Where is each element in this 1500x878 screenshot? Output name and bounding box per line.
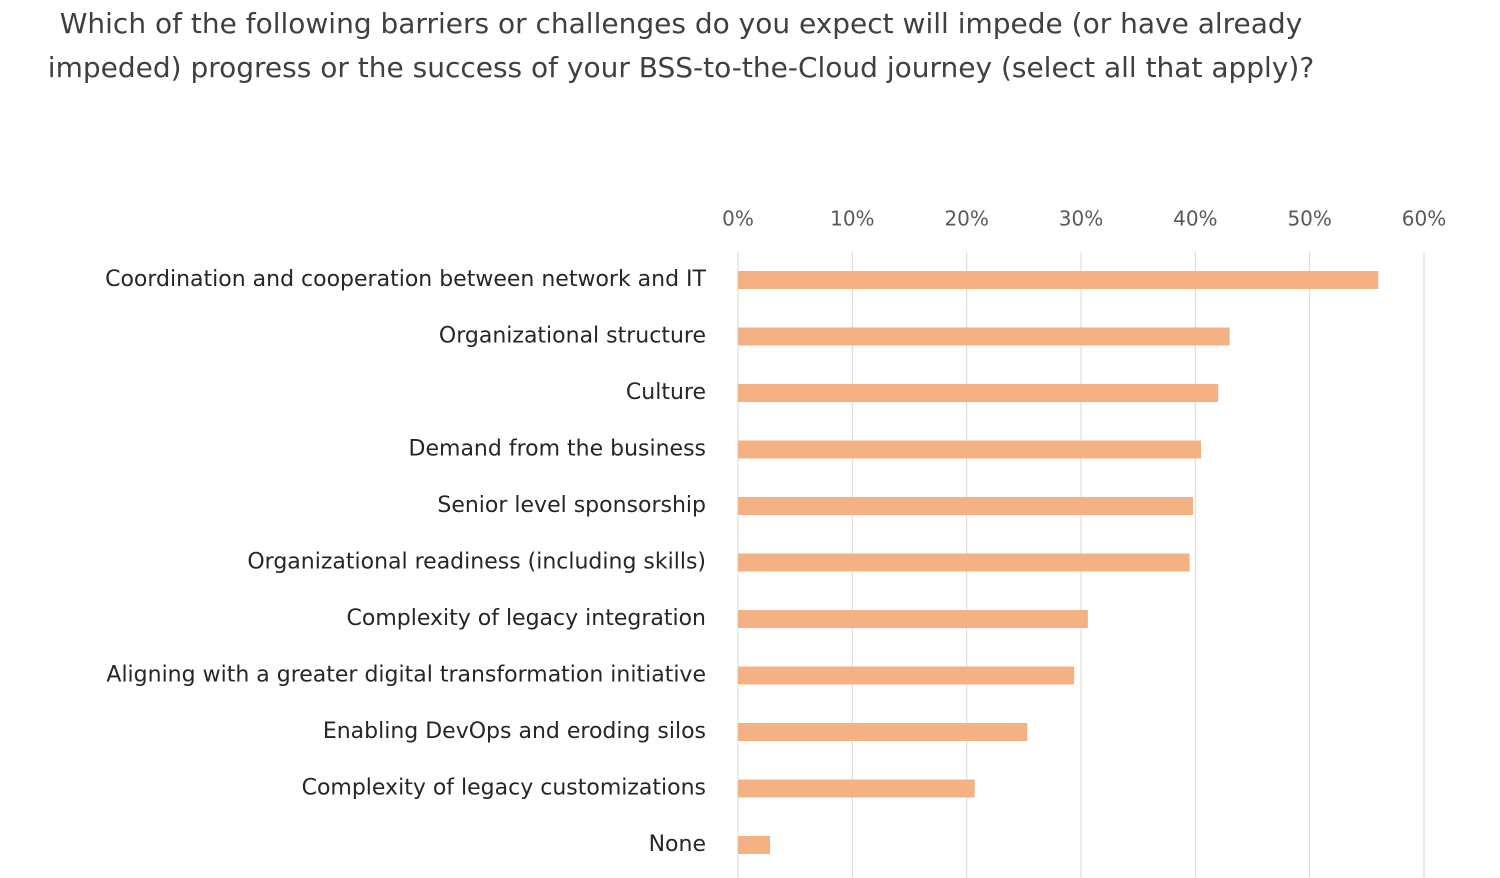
x-tick-label: 10%: [830, 207, 874, 231]
bar: [738, 723, 1028, 741]
bar: [738, 384, 1219, 402]
bar: [738, 271, 1379, 289]
y-tick-label: Complexity of legacy customizations: [302, 776, 706, 801]
x-tick-label: 20%: [944, 207, 988, 231]
x-tick-label: 0%: [722, 207, 754, 231]
bar: [738, 497, 1194, 515]
bar: [738, 779, 975, 798]
y-tick-label: Organizational structure: [439, 324, 706, 349]
bar: [738, 610, 1088, 628]
bar: [738, 666, 1075, 685]
y-tick-label: Aligning with a greater digital transfor…: [106, 663, 706, 688]
y-tick-label: Senior level sponsorship: [437, 493, 706, 518]
y-tick-label: None: [649, 832, 706, 857]
x-tick-label: 40%: [1173, 207, 1217, 231]
chart-title: Which of the following barriers or chall…: [47, 7, 1315, 84]
x-tick-label: 60%: [1402, 207, 1446, 231]
x-tick-label: 30%: [1059, 207, 1103, 231]
bar: [738, 327, 1230, 346]
y-tick-label: Coordination and cooperation between net…: [105, 267, 706, 292]
bar: [738, 553, 1190, 572]
y-tick-label: Demand from the business: [409, 437, 706, 462]
y-tick-label: Organizational readiness (including skil…: [247, 550, 706, 575]
bar: [738, 836, 771, 854]
y-tick-label: Complexity of legacy integration: [347, 606, 707, 631]
y-tick-label: Culture: [626, 380, 706, 405]
bar: [738, 440, 1202, 459]
y-tick-label: Enabling DevOps and eroding silos: [323, 719, 706, 744]
x-tick-label: 50%: [1287, 207, 1331, 231]
